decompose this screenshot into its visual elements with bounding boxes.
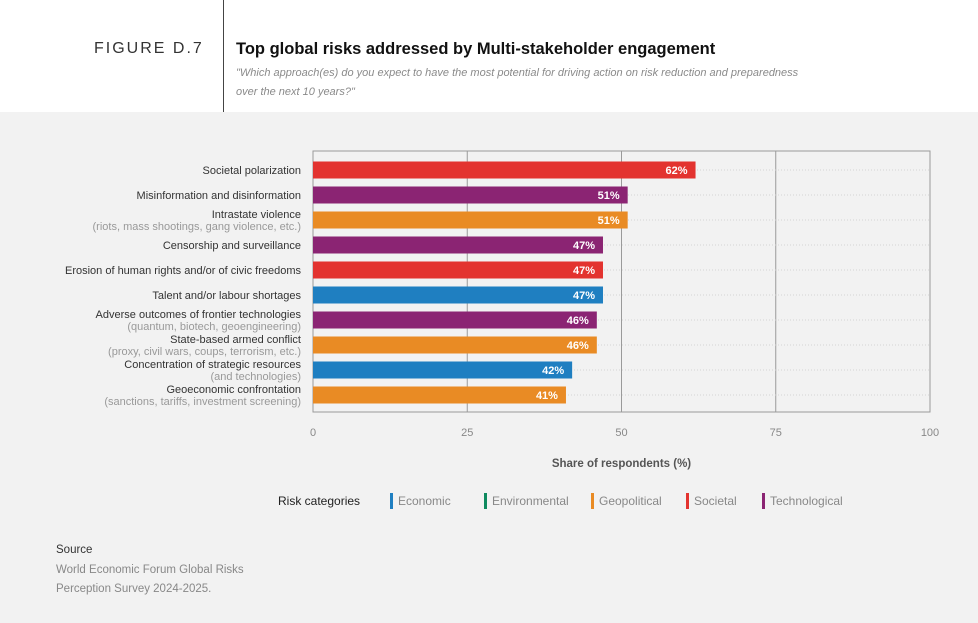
category-label: Intrastate violence <box>212 209 301 221</box>
bar-value-label: 46% <box>567 315 589 327</box>
category-sublabel: (and technologies) <box>210 371 301 383</box>
category-sublabel: (proxy, civil wars, coups, terrorism, et… <box>108 346 301 358</box>
bar-value-label: 62% <box>666 165 688 177</box>
bar <box>313 186 628 204</box>
category-sublabel: (riots, mass shootings, gang violence, e… <box>93 221 301 233</box>
source-title: Source <box>56 544 93 556</box>
legend-swatch-societal <box>686 493 689 509</box>
source-line-2: Perception Survey 2024-2025. <box>56 583 212 595</box>
bar <box>313 211 628 229</box>
x-tick-label: 25 <box>461 427 473 439</box>
legend-label-technological: Technological <box>770 494 843 508</box>
legend: Risk categories Economic Environmental G… <box>0 491 978 511</box>
legend-swatch-technological <box>762 493 765 509</box>
category-label: Societal polarization <box>203 165 301 177</box>
legend-title: Risk categories <box>278 494 361 508</box>
bar <box>313 261 603 279</box>
bar <box>313 311 597 329</box>
bar <box>313 161 696 179</box>
legend-swatch-environmental <box>484 493 487 509</box>
x-tick-label: 50 <box>615 427 627 439</box>
legend-label-geopolitical: Geopolitical <box>599 494 662 508</box>
bar-value-label: 47% <box>573 265 595 277</box>
category-label: Censorship and surveillance <box>163 240 301 252</box>
header-divider <box>223 0 224 112</box>
category-sublabel: (quantum, biotech, geoengineering) <box>127 321 301 333</box>
bar <box>313 361 573 379</box>
category-label: Talent and/or labour shortages <box>152 290 301 302</box>
x-tick-label: 100 <box>921 427 939 439</box>
source-line-1: World Economic Forum Global Risks <box>56 563 244 576</box>
figure-header: FIGURE D.7 Top global risks addressed by… <box>0 0 978 112</box>
category-label: Adverse outcomes of frontier technologie… <box>96 309 302 321</box>
subtitle-line-1: "Which approach(es) do you expect to hav… <box>236 67 799 79</box>
chart-title: Top global risks addressed by Multi-stak… <box>236 40 716 58</box>
bar-value-label: 42% <box>542 365 564 377</box>
category-label: Erosion of human rights and/or of civic … <box>65 265 302 277</box>
bar-value-label: 51% <box>598 215 620 227</box>
legend-swatch-economic <box>390 493 393 509</box>
bar-value-label: 46% <box>567 340 589 352</box>
category-label: Misinformation and disinformation <box>137 190 301 202</box>
x-tick-label: 75 <box>770 427 782 439</box>
figure-label: FIGURE D.7 <box>94 40 204 57</box>
bar-value-label: 51% <box>598 190 620 202</box>
bar-value-label: 47% <box>573 240 595 252</box>
legend-label-societal: Societal <box>694 494 737 508</box>
bar-value-label: 41% <box>536 390 558 402</box>
category-sublabel: (sanctions, tariffs, investment screenin… <box>104 396 301 408</box>
legend-label-economic: Economic <box>398 494 451 508</box>
chart-subtitle: "Which approach(es) do you expect to hav… <box>236 64 836 102</box>
category-label: Geoeconomic confrontation <box>166 384 301 396</box>
category-label: State-based armed conflict <box>170 334 301 346</box>
legend-swatch-geopolitical <box>591 493 594 509</box>
subtitle-line-2: over the next 10 years?" <box>236 86 355 98</box>
bar <box>313 336 597 354</box>
bar <box>313 386 566 404</box>
legend-label-environmental: Environmental <box>492 494 569 508</box>
bar <box>313 236 603 254</box>
x-axis-label: Share of respondents (%) <box>552 458 691 470</box>
category-label: Concentration of strategic resources <box>124 359 301 371</box>
source-note: Source World Economic Forum Global Risks… <box>56 541 244 600</box>
x-tick-label: 0 <box>310 427 316 439</box>
bar-value-label: 47% <box>573 290 595 302</box>
bar <box>313 286 603 304</box>
